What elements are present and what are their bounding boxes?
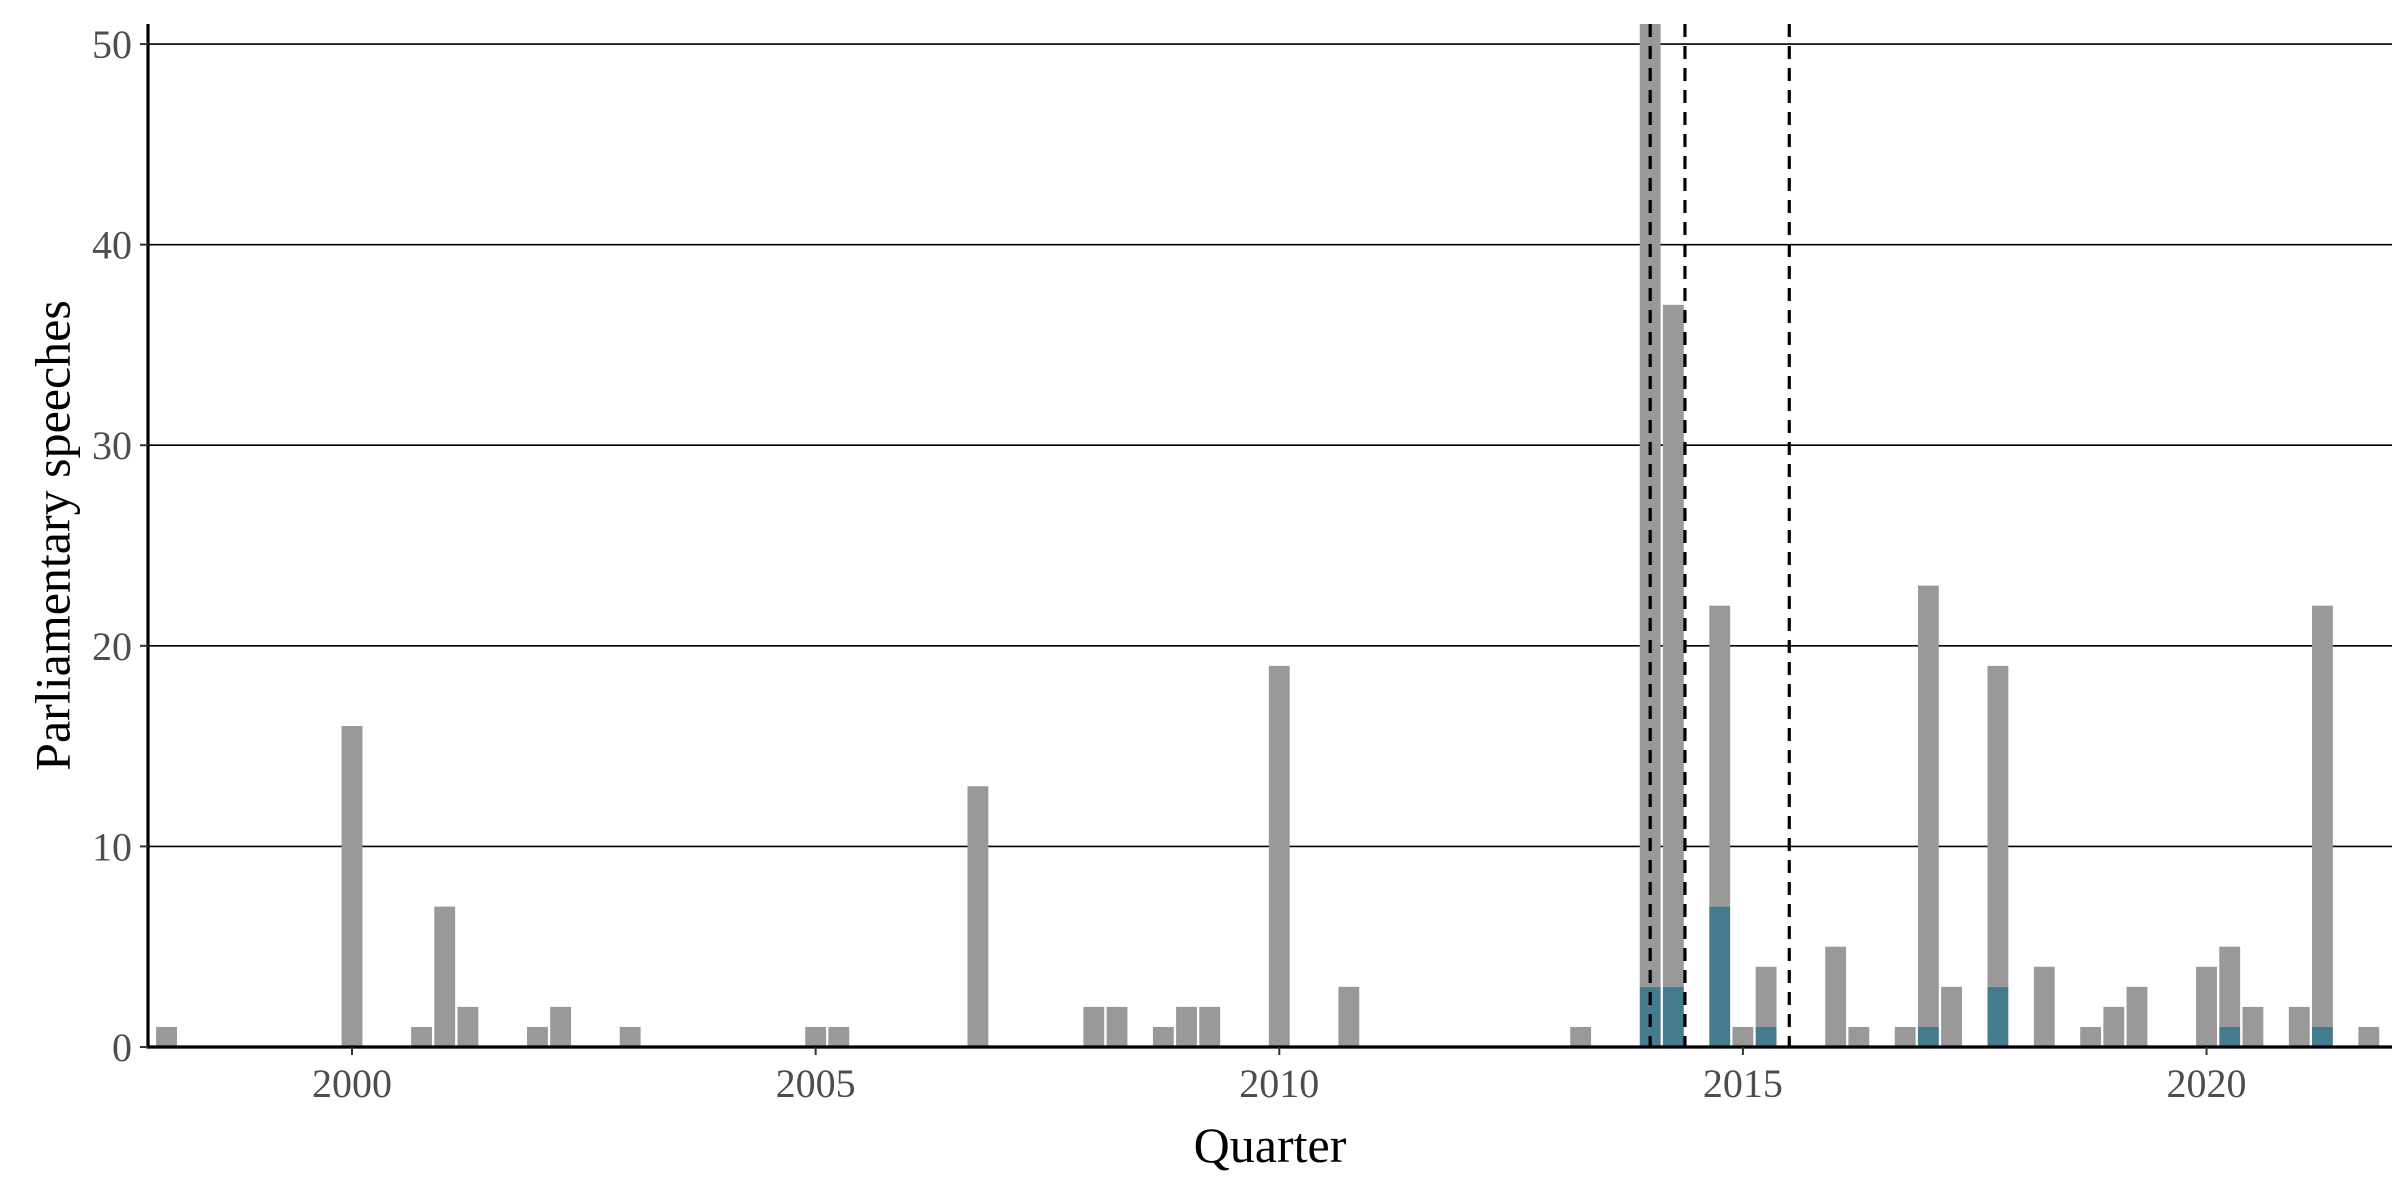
- bar-other-2016: [1825, 946, 1847, 1047]
- y-tick-labels: 0 10 20 30 40 50: [92, 22, 148, 1070]
- gridlines: [148, 43, 2392, 848]
- bar-other-2014: [1639, 24, 1661, 987]
- bar-other-2014.25: [1662, 304, 1684, 987]
- bar-other-2008.75: [1152, 1026, 1174, 1047]
- bar-other-2017.75: [1987, 665, 2009, 987]
- bar-other-2016.75: [1894, 1026, 1916, 1047]
- axes: [146, 24, 2392, 1049]
- y-tick-label-0: 0: [112, 1025, 132, 1070]
- bar-other-2002: [527, 1026, 548, 1047]
- bar-other-2020.25: [2219, 946, 2241, 1027]
- bars: [156, 24, 2380, 1047]
- bar-other-2006.75: [967, 786, 989, 1047]
- y-tick-label-10: 10: [92, 824, 132, 869]
- bar-other-2005: [805, 1026, 827, 1047]
- bar-other-2005.25: [828, 1026, 850, 1047]
- y-tick-label-30: 30: [92, 423, 132, 468]
- bar-highlight-2014.25: [1662, 986, 1684, 1047]
- bar-other-2020: [2196, 966, 2217, 1047]
- bar-other-2008.25: [1106, 1006, 1128, 1047]
- bar-other-2015: [1732, 1026, 1754, 1047]
- bar-other-2014.75: [1709, 605, 1731, 907]
- bar-other-2021.75: [2358, 1026, 2380, 1047]
- bar-other-2019.25: [2126, 986, 2148, 1047]
- bar-highlight-2017.75: [1987, 986, 2009, 1047]
- bar-other-2000: [341, 726, 363, 1047]
- bar-highlight-2021.25: [2312, 1026, 2333, 1047]
- x-axis-title: Quarter: [1194, 1117, 1347, 1173]
- y-axis-title: Parliamentary speeches: [25, 300, 81, 771]
- bar-other-2000.75: [411, 1026, 432, 1047]
- bar-other-2016.25: [1848, 1026, 1870, 1047]
- reference-lines: [1648, 24, 1791, 1047]
- bar-other-2015.25: [1755, 966, 1777, 1027]
- bar-other-1998: [156, 1026, 177, 1047]
- bar-other-2002.25: [550, 1006, 572, 1047]
- bar-other-2019: [2103, 1006, 2125, 1047]
- bar-other-2001: [434, 906, 456, 1047]
- bar-other-2017.25: [1941, 986, 1962, 1047]
- y-tick-label-40: 40: [92, 223, 132, 268]
- bar-other-2010: [1268, 665, 1290, 1047]
- bar-other-2009.25: [1199, 1006, 1221, 1047]
- x-tick-label-2020: 2020: [2167, 1061, 2247, 1106]
- y-tick-label-50: 50: [92, 22, 132, 67]
- bar-other-2021.25: [2312, 605, 2333, 1027]
- bar-other-2010.75: [1338, 986, 1360, 1047]
- bar-other-2021: [2288, 1006, 2310, 1047]
- bar-highlight-2020.25: [2219, 1026, 2241, 1047]
- bar-other-2017: [1917, 585, 1939, 1027]
- bar-other-2003: [619, 1026, 641, 1047]
- x-tick-labels: 2000 2005 2010 2015 2020: [312, 1047, 2247, 1106]
- bar-other-2008: [1083, 1006, 1105, 1047]
- bar-highlight-2014.75: [1709, 906, 1731, 1047]
- bar-other-2013.25: [1570, 1026, 1592, 1047]
- x-tick-label-2010: 2010: [1239, 1061, 1319, 1106]
- bar-other-2018.75: [2080, 1026, 2102, 1047]
- bar-highlight-2017: [1917, 1026, 1939, 1047]
- bar-other-2020.5: [2242, 1006, 2264, 1047]
- x-tick-label-2000: 2000: [312, 1061, 392, 1106]
- y-tick-label-20: 20: [92, 624, 132, 669]
- x-tick-label-2005: 2005: [776, 1061, 856, 1106]
- x-tick-label-2015: 2015: [1703, 1061, 1783, 1106]
- bar-other-2001.25: [457, 1006, 479, 1047]
- bar-other-2018.25: [2033, 966, 2055, 1047]
- bar-other-2009: [1176, 1006, 1197, 1047]
- bar-highlight-2015.25: [1755, 1026, 1777, 1047]
